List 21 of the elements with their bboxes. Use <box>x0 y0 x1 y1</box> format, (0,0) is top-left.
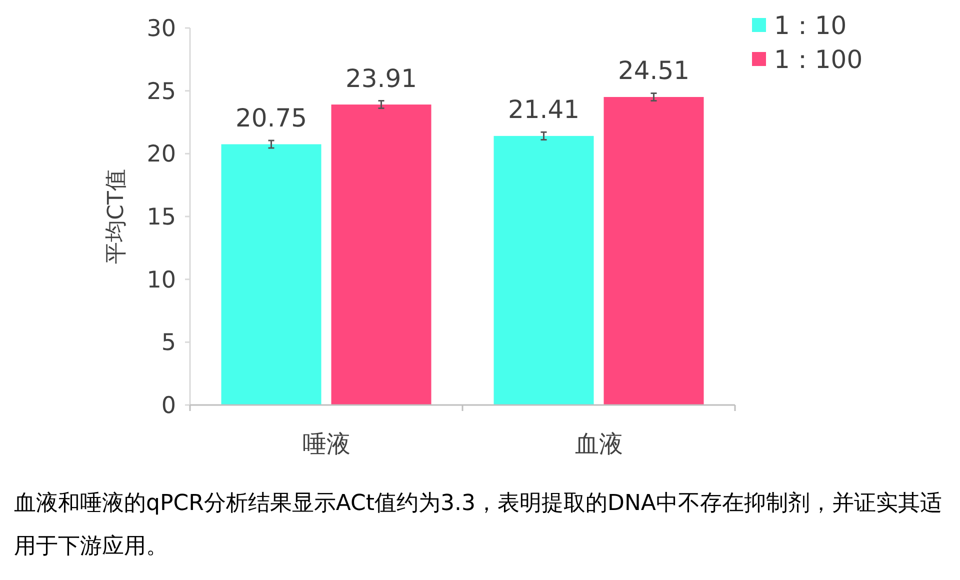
y-tick-label: 30 <box>146 16 176 42</box>
data-label: 21.41 <box>508 95 580 124</box>
data-label: 23.91 <box>345 64 418 93</box>
y-tick-label: 25 <box>146 78 176 105</box>
y-tick-label: 20 <box>146 142 176 168</box>
y-tick-label: 0 <box>161 393 176 419</box>
x-tick-label: 唾液 <box>302 430 350 458</box>
y-tick-label: 5 <box>161 330 176 356</box>
bar <box>604 96 704 405</box>
text: 血液和唾液的qPCR分析结果显示ACt值约为3.3，表明提取的DNA中不存在抑制剂，并证实其适用于下游应用。 <box>14 490 943 561</box>
legend-label: 1：100 <box>774 45 863 74</box>
x-tick-label: 血液 <box>574 430 623 458</box>
y-tick-label: 10 <box>146 267 176 294</box>
data-label: 20.75 <box>235 103 308 132</box>
bar <box>331 104 432 405</box>
y-axis-title: 平均CT值 <box>104 169 129 264</box>
bar <box>494 136 594 405</box>
data-label: 24.51 <box>618 56 690 86</box>
y-tick-label: 15 <box>146 204 176 230</box>
legend-label: 1：10 <box>774 11 847 40</box>
bar <box>221 144 322 405</box>
